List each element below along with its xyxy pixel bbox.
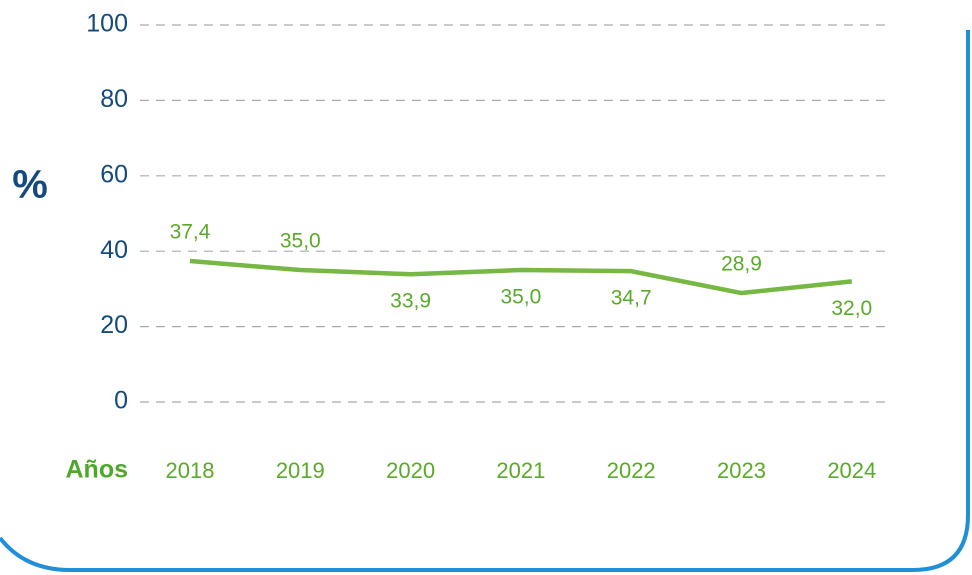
y-tick-label: 100	[86, 10, 128, 38]
y-tick-label: 40	[100, 236, 128, 264]
data-label: 32,0	[831, 297, 872, 320]
y-axis-label: %	[12, 163, 48, 207]
data-label: 37,4	[170, 221, 211, 244]
x-axis-label: Años	[66, 456, 129, 484]
x-tick-label: 2019	[276, 458, 325, 483]
y-tick-label: 0	[114, 387, 128, 415]
x-tick-label: 2024	[827, 458, 876, 483]
data-label: 33,9	[390, 290, 431, 313]
data-label: 35,0	[280, 230, 321, 253]
x-tick-label: 2021	[496, 458, 545, 483]
y-tick-label: 80	[100, 85, 128, 113]
x-tick-label: 2018	[166, 458, 215, 483]
x-tick-label: 2022	[607, 458, 656, 483]
y-tick-label: 60	[100, 160, 128, 188]
x-tick-label: 2023	[717, 458, 766, 483]
frame	[0, 30, 970, 572]
y-tick-label: 20	[100, 311, 128, 339]
data-line	[189, 258, 853, 296]
data-label: 34,7	[611, 287, 652, 310]
data-label: 35,0	[500, 286, 541, 309]
data-label: 28,9	[721, 253, 762, 276]
x-tick-label: 2020	[386, 458, 435, 483]
